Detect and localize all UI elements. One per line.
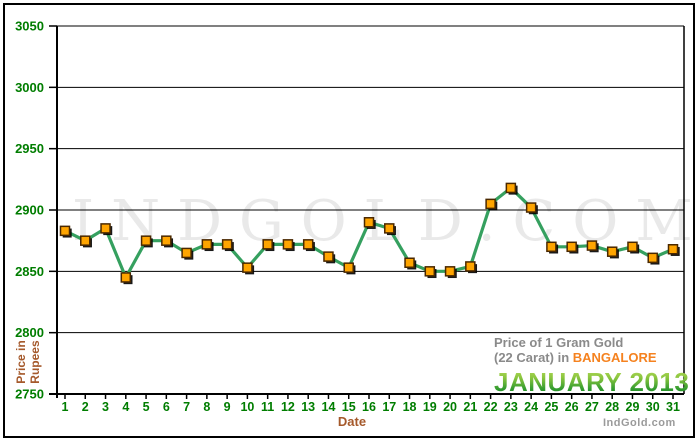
y-axis-label-2950: 2950	[15, 141, 44, 156]
x-axis-label-10: 10	[240, 400, 254, 414]
x-axis-title: Date	[337, 414, 367, 429]
x-axis-label-16: 16	[362, 400, 376, 414]
data-point-day-14	[323, 251, 334, 262]
x-axis-label-19: 19	[423, 400, 437, 414]
period-label: JANUARY 2013	[494, 367, 694, 398]
data-point-day-24	[525, 202, 537, 213]
data-point-day-28	[606, 246, 618, 257]
data-point-day-3	[100, 223, 111, 234]
data-point-day-17	[384, 223, 395, 234]
x-axis-label-18: 18	[403, 400, 417, 414]
data-point-day-5	[140, 235, 152, 246]
y-axis-label-3000: 3000	[15, 80, 44, 95]
x-axis-label-17: 17	[382, 400, 396, 414]
x-axis-label-28: 28	[605, 400, 619, 414]
data-point-day-16	[363, 217, 375, 228]
x-axis-label-1: 1	[62, 400, 69, 414]
data-point-day-7	[181, 247, 192, 259]
x-axis-label-27: 27	[585, 400, 599, 414]
x-axis-label-20: 20	[443, 400, 457, 414]
x-axis-label-15: 15	[342, 400, 356, 414]
data-point-day-13	[302, 239, 314, 250]
x-axis-label-14: 14	[322, 400, 336, 414]
x-axis-label-30: 30	[646, 400, 660, 414]
data-point-day-4	[120, 272, 132, 283]
x-axis-label-6: 6	[163, 400, 170, 414]
data-point-day-23	[505, 182, 517, 194]
data-point-day-2	[80, 235, 91, 246]
y-axis-label-2800: 2800	[15, 325, 44, 340]
data-point-day-29	[627, 241, 638, 253]
data-point-day-27	[586, 240, 598, 251]
data-point-day-20	[444, 266, 456, 277]
data-point-day-8	[201, 239, 213, 250]
x-axis-label-11: 11	[261, 400, 274, 414]
data-point-day-18	[404, 257, 415, 268]
data-point-day-25	[546, 241, 557, 253]
price-line	[63, 186, 675, 280]
data-point-day-6	[161, 235, 172, 246]
y-axis-label-3050: 3050	[15, 19, 44, 34]
data-point-day-15	[343, 262, 354, 273]
x-axis-label-23: 23	[504, 400, 518, 414]
outer-border	[3, 3, 695, 438]
x-axis-label-13: 13	[301, 400, 315, 414]
watermark-text: INDGOLD.COM	[72, 189, 700, 254]
x-axis-label-2: 2	[82, 400, 89, 414]
chart-title-block: Price of 1 Gram Gold (22 Carat) in BANGA…	[494, 335, 694, 397]
x-axis-label-22: 22	[484, 400, 498, 414]
data-point-day-11	[262, 239, 273, 250]
data-point-day-31	[667, 244, 679, 255]
y-axis-title: Price in Rupees	[14, 340, 42, 384]
data-point-day-21	[465, 261, 476, 272]
x-axis-label-12: 12	[281, 400, 295, 414]
data-point-day-1	[59, 225, 71, 237]
data-point-day-10	[242, 262, 253, 273]
city-label: BANGALORE	[572, 350, 657, 366]
data-point-day-30	[647, 252, 658, 264]
x-axis-label-31: 31	[666, 400, 680, 414]
chart-title-line2: (22 Carat) in BANGALORE	[494, 350, 694, 365]
x-axis-label-25: 25	[544, 400, 558, 414]
x-axis-label-4: 4	[122, 400, 129, 414]
data-point-day-19	[424, 266, 436, 277]
x-axis-label-7: 7	[183, 400, 190, 414]
x-axis-label-24: 24	[524, 400, 538, 414]
x-axis-label-5: 5	[143, 400, 150, 414]
data-point-day-9	[221, 239, 233, 250]
x-axis-label-21: 21	[463, 400, 477, 414]
chart-title-line1: Price of 1 Gram Gold	[494, 335, 624, 350]
data-point-day-12	[282, 239, 294, 250]
x-axis-label-29: 29	[626, 400, 640, 414]
y-axis-label-2850: 2850	[15, 264, 44, 279]
carat-label: (22 Carat) in	[494, 350, 573, 366]
x-axis-label-3: 3	[102, 400, 109, 414]
brand-label: IndGold.com	[603, 417, 676, 429]
x-axis-label-9: 9	[224, 400, 231, 414]
x-axis-label-26: 26	[565, 400, 579, 414]
y-axis-label-2900: 2900	[15, 203, 44, 218]
data-point-day-22	[485, 198, 496, 210]
data-point-day-26	[566, 241, 577, 253]
y-axis-label-2750: 2750	[15, 387, 44, 402]
x-axis-label-8: 8	[203, 400, 210, 414]
